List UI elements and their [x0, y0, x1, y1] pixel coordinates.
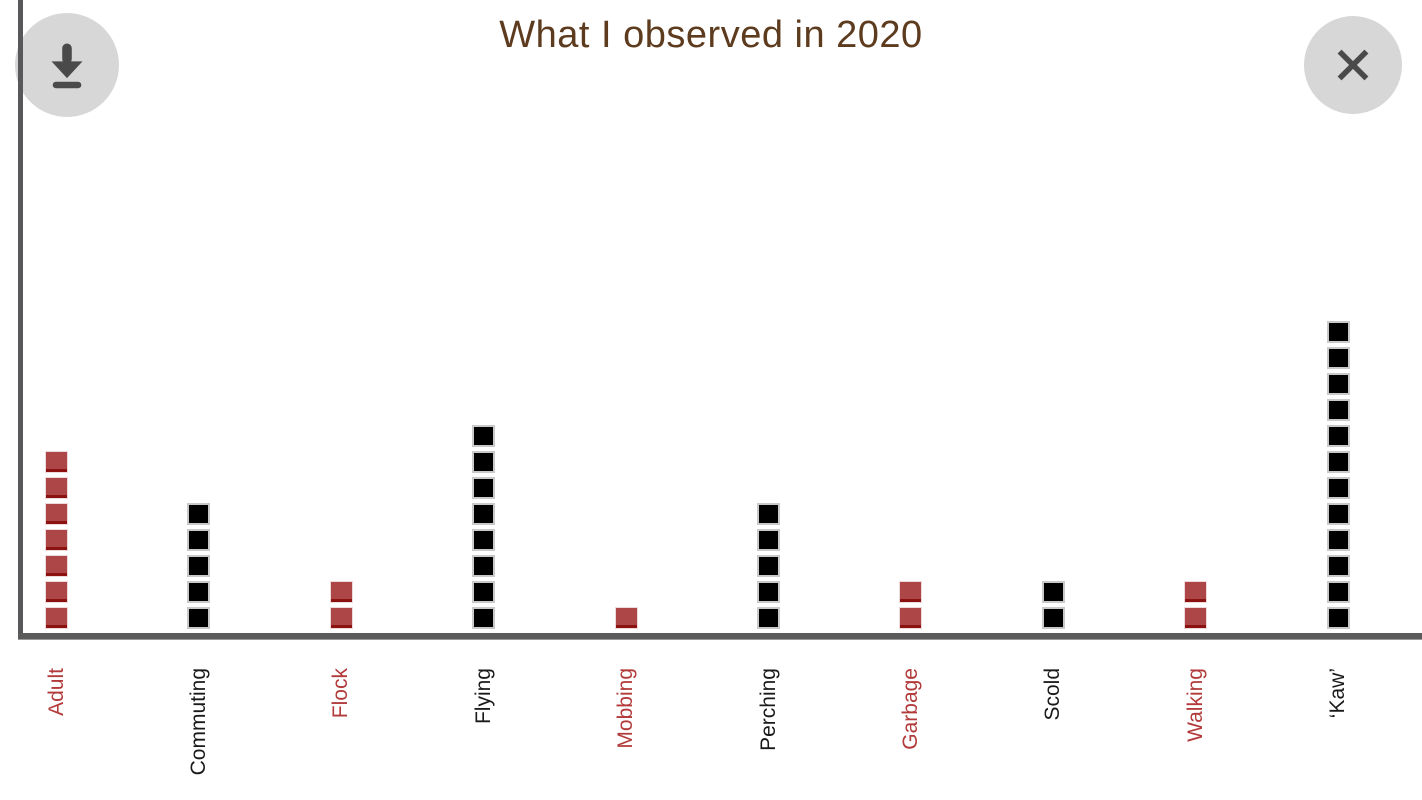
unit-square	[1326, 399, 1350, 421]
unit-square	[1041, 607, 1065, 629]
bar-column-kaw	[1326, 321, 1350, 629]
x-axis-label-mobbing: Mobbing	[614, 668, 638, 749]
unit-square	[757, 503, 780, 525]
unit-square	[1326, 477, 1350, 499]
bar-column-garbage	[899, 581, 923, 629]
unit-square	[187, 581, 211, 603]
download-button[interactable]	[15, 13, 119, 117]
unit-square	[472, 477, 496, 499]
unit-square	[1326, 581, 1350, 603]
unit-square	[45, 503, 68, 525]
bar-column-flying	[472, 425, 496, 629]
x-axis-label-perching: Perching	[756, 668, 780, 751]
download-icon	[51, 43, 83, 89]
unit-square	[472, 425, 496, 447]
bar-column-flock	[329, 581, 353, 629]
x-axis-label-adult: Adult	[44, 668, 68, 716]
unit-square	[329, 607, 353, 629]
unit-square	[329, 581, 353, 603]
unit-square	[757, 529, 780, 551]
unit-square	[1326, 373, 1350, 395]
unit-square	[1041, 581, 1065, 603]
unit-square	[614, 607, 638, 629]
unit-square	[1326, 555, 1350, 577]
close-icon	[1337, 49, 1369, 81]
unit-square	[187, 607, 211, 629]
unit-square	[1326, 503, 1350, 525]
bar-column-adult	[45, 451, 68, 629]
unit-square	[1326, 529, 1350, 551]
unit-square	[472, 581, 496, 603]
unit-square	[472, 607, 496, 629]
bar-column-scold	[1041, 581, 1065, 629]
unit-square	[1326, 347, 1350, 369]
unit-square	[187, 555, 211, 577]
unit-square	[187, 503, 211, 525]
unit-square	[899, 581, 923, 603]
unit-square	[757, 607, 780, 629]
unit-square	[45, 607, 68, 629]
unit-square	[45, 529, 68, 551]
unit-square	[472, 529, 496, 551]
x-axis-line	[18, 633, 1422, 640]
x-axis-label-kaw: ‘Kaw’	[1326, 668, 1350, 719]
unit-square	[472, 503, 496, 525]
unit-square	[45, 555, 68, 577]
bar-column-mobbing	[614, 607, 638, 629]
unit-square	[1326, 425, 1350, 447]
unit-square	[187, 529, 211, 551]
unit-square	[472, 555, 496, 577]
unit-square	[45, 451, 68, 473]
unit-square	[1184, 581, 1208, 603]
unit-square	[45, 581, 68, 603]
x-axis-label-flock: Flock	[329, 668, 353, 719]
unit-square	[757, 581, 780, 603]
unit-square	[45, 477, 68, 499]
x-axis-label-flying: Flying	[471, 668, 495, 725]
x-axis-label-scold: Scold	[1041, 668, 1065, 721]
unit-square	[1326, 607, 1350, 629]
x-axis-label-commuting: Commuting	[186, 668, 210, 776]
y-axis-line	[18, 0, 23, 639]
unit-square	[1326, 321, 1350, 343]
bar-column-commuting	[187, 503, 211, 629]
unit-square	[899, 607, 923, 629]
unit-square	[1326, 451, 1350, 473]
close-button[interactable]	[1304, 16, 1402, 114]
unit-square	[757, 555, 780, 577]
x-axis-label-garbage: Garbage	[898, 668, 922, 750]
unit-square	[472, 451, 496, 473]
unit-square	[1184, 607, 1208, 629]
x-axis-label-walking: Walking	[1183, 668, 1207, 742]
bar-column-perching	[757, 503, 780, 629]
bar-column-walking	[1184, 581, 1208, 629]
chart-title: What I observed in 2020	[499, 14, 923, 56]
